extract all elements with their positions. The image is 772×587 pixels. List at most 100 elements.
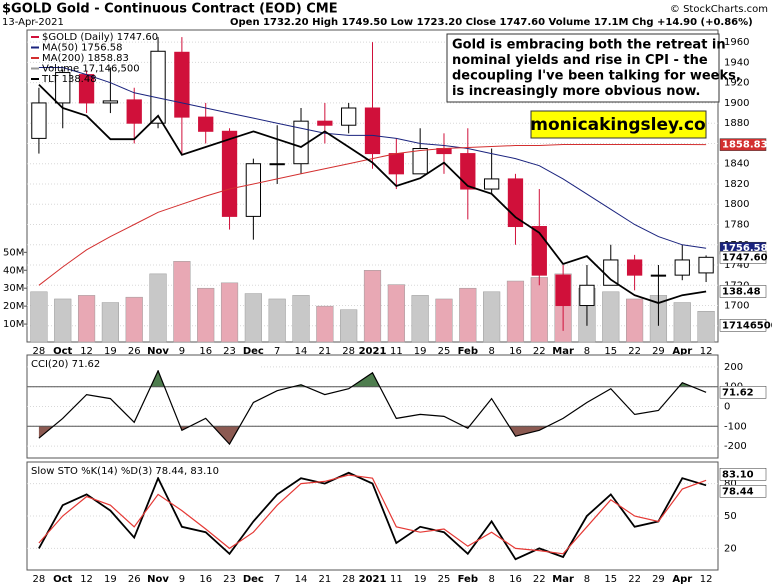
value-tag-label: 1756.58	[722, 243, 768, 254]
volume-bar	[387, 284, 405, 343]
volume-bar	[363, 270, 382, 343]
line-series	[38, 83, 707, 304]
candle-body	[317, 120, 333, 126]
volume-bar	[506, 280, 525, 343]
x-tick-label: Oct	[53, 346, 72, 357]
line-series	[38, 67, 707, 249]
volume-bar	[483, 291, 501, 343]
line-series	[38, 369, 707, 446]
x-tick-label: 26	[128, 346, 141, 357]
y-tick-label: 1940	[724, 57, 749, 68]
x-tick-label: 16	[199, 574, 212, 585]
candle-body	[603, 259, 619, 286]
line-series	[38, 471, 707, 561]
x-tick-label: Mar	[552, 574, 574, 585]
x-tick-label: 23	[223, 574, 236, 585]
value-tag-label: 138.48	[722, 286, 761, 297]
x-tick-label: Feb	[458, 574, 478, 585]
x-tick-label: 9	[179, 346, 185, 357]
annotation-text: Gold is embracing both the retreat in	[452, 38, 726, 53]
title-bg	[29, 464, 259, 477]
x-tick-label: Nov	[147, 574, 169, 585]
x-tick-label: 16	[509, 346, 522, 357]
x-tick-label: 11	[390, 574, 403, 585]
volume-bar	[292, 295, 310, 343]
y-tick-label: 1920	[724, 78, 749, 89]
annotation-text: nominal yields and rise in CPI - the	[452, 53, 708, 68]
line-series	[38, 474, 707, 555]
x-tick-label: Nov	[147, 346, 169, 357]
candle-body	[174, 51, 190, 118]
candle-body	[674, 259, 690, 276]
annotation-text: is increasingly more obvious now.	[452, 84, 701, 99]
volume-bar	[316, 305, 334, 343]
x-tick-label: 25	[438, 574, 451, 585]
volume-bar	[459, 287, 477, 343]
panel-title: Slow STO %K(14) %D(3) 78.44, 83.10	[31, 466, 219, 477]
candle-body	[221, 130, 238, 217]
x-tick-label: 15	[604, 346, 617, 357]
y-tick-label: 0	[724, 402, 730, 413]
x-tick-label: 2021	[359, 346, 387, 357]
x-tick-label: 21	[318, 346, 331, 357]
candle-body	[483, 178, 500, 190]
candle-body	[650, 274, 667, 277]
x-tick-label: 8	[584, 574, 590, 585]
value-tag-label: 1858.83	[722, 140, 768, 151]
candle-body	[579, 284, 595, 307]
volume-tick-label: 10M	[3, 319, 24, 330]
volume-tick-label: 30M	[3, 283, 24, 294]
candle-body	[55, 72, 71, 104]
candle-body	[460, 153, 476, 190]
y-tick-label: 1780	[724, 219, 749, 230]
value-tag	[719, 138, 767, 151]
value-tag-label: 17146500	[722, 320, 772, 331]
legend-label: Volume 17,146,500	[42, 64, 140, 75]
y-tick-label: 80	[724, 479, 737, 490]
x-tick-label: 19	[104, 346, 117, 357]
value-tag	[719, 251, 767, 264]
candle-body	[269, 163, 285, 166]
x-tick-label: 14	[295, 574, 308, 585]
candle-body	[412, 148, 428, 175]
candle-body	[507, 178, 524, 228]
x-tick-label: 21	[318, 574, 331, 585]
x-tick-label: Apr	[672, 574, 692, 585]
volume-tick-label: 50M	[3, 247, 24, 258]
x-tick-label: 7	[274, 574, 280, 585]
watermark-box	[530, 110, 707, 139]
panel-title: CCI(20) 71.62	[31, 359, 100, 370]
volume-bar	[149, 273, 167, 343]
y-tick-label: 200	[724, 362, 743, 373]
y-tick-label: -100	[724, 421, 747, 432]
x-tick-label: 19	[414, 574, 427, 585]
line-series	[38, 144, 707, 286]
x-tick-label: 25	[438, 346, 451, 357]
annotation-text: decoupling I've been talking for weeks,	[452, 69, 741, 84]
chart-subtitle: Open 1732.20 High 1749.50 Low 1723.20 Cl…	[230, 17, 753, 28]
volume-bar	[626, 298, 644, 343]
x-tick-label: 23	[223, 346, 236, 357]
source: © StockCharts.com	[670, 4, 768, 15]
x-tick-label: 9	[179, 574, 185, 585]
x-tick-label: 14	[295, 346, 308, 357]
x-tick-label: Dec	[243, 346, 264, 357]
y-tick-label: 50	[724, 511, 737, 522]
x-tick-label: 7	[274, 346, 280, 357]
x-tick-label: 19	[104, 574, 117, 585]
candle-body	[388, 153, 404, 175]
volume-bar	[340, 309, 358, 343]
volume-bar	[30, 291, 48, 343]
y-tick-label: 1900	[724, 98, 749, 109]
volume-bar	[697, 311, 715, 343]
x-tick-label: 11	[390, 346, 403, 357]
x-tick-label: Dec	[243, 574, 264, 585]
x-tick-label: Feb	[458, 346, 478, 357]
x-tick-label: 8	[488, 574, 494, 585]
x-tick-label: 22	[628, 574, 641, 585]
x-tick-label: 12	[700, 574, 713, 585]
value-tag	[719, 285, 767, 298]
annotation-box	[446, 33, 720, 103]
volume-bar	[673, 302, 691, 343]
value-tag-label: 83.10	[722, 469, 754, 480]
